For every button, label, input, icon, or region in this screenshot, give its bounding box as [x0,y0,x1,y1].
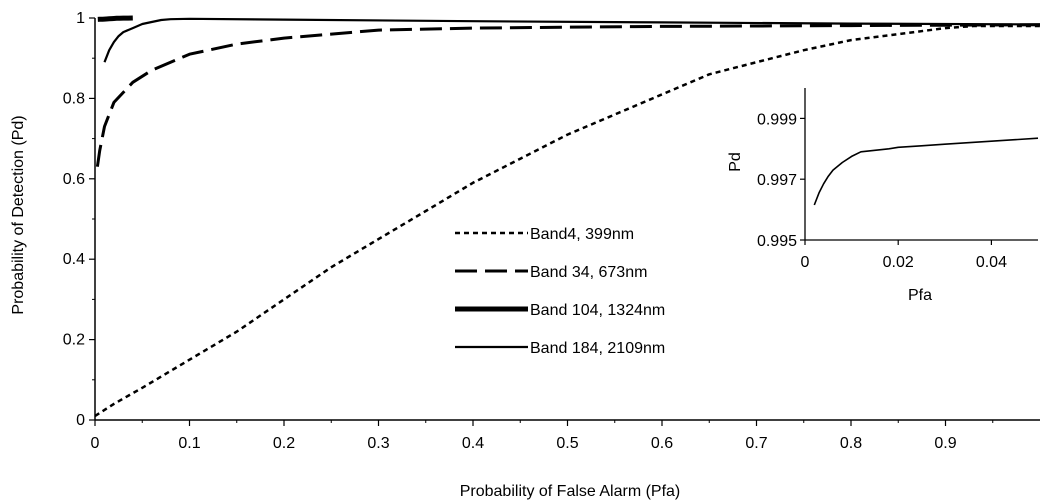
inset-y-tick-label: 0.997 [757,172,797,189]
y-tick-label: 0.8 [63,90,85,107]
inset-x-tick-label: 0 [801,254,810,271]
series-line-1 [94,24,1040,418]
main-axes: 0 0.2 0.4 0.6 0.8 1 0 0.1 0.2 0.3 0.4 0.5 0.6 0.7 0.8 0… [63,10,1040,452]
x-tick-label: 0.6 [651,435,673,452]
series-line-3 [97,15,133,22]
x-tick-label: 0.9 [934,435,956,452]
y-tick-label: 0.2 [63,332,85,349]
legend: Band4, 399nm Band 34, 673nm Band 104, 1324… [455,226,665,357]
x-tick-label: 0.2 [273,435,295,452]
x-tick-label: 0.1 [178,435,200,452]
series-line-2 [95,23,1041,167]
x-axis-label: Probability of False Alarm (Pfa) [460,483,681,500]
legend-entry-label: Band 104, 1324nm [530,302,665,319]
inset-x-tick-label: 0.04 [976,254,1007,271]
inset-y-axis-label: Pd [727,152,744,172]
legend-entry-label: Band4, 399nm [530,226,634,243]
x-tick-label: 0.4 [462,435,484,452]
y-axis-label: Probability of Detection (Pd) [10,115,27,314]
inset-series-line-1 [813,137,1039,206]
inset-chart: 0.995 0.997 0.999 0 0.02 0.04 [757,88,1039,271]
y-tick-label: 0 [76,412,85,429]
y-tick-label: 1 [76,10,85,27]
x-tick-label: 0.7 [745,435,767,452]
inset-x-axis-label: Pfa [908,287,932,304]
x-tick-label: 0.5 [556,435,578,452]
x-tick-label: 0 [91,435,100,452]
inset-y-tick-label: 0.999 [757,111,797,128]
x-tick-label: 0.8 [840,435,862,452]
inset-x-tick-label: 0.02 [883,254,914,271]
inset-y-tick-label: 0.995 [757,233,797,250]
series-line-4 [103,17,1041,63]
main-plot-lines [94,15,1041,418]
legend-entry-label: Band 184, 2109nm [530,340,665,357]
x-tick-label: 0.3 [367,435,389,452]
y-tick-label: 0.6 [63,171,85,188]
legend-entry-label: Band 34, 673nm [530,264,647,281]
y-tick-label: 0.4 [63,251,85,268]
